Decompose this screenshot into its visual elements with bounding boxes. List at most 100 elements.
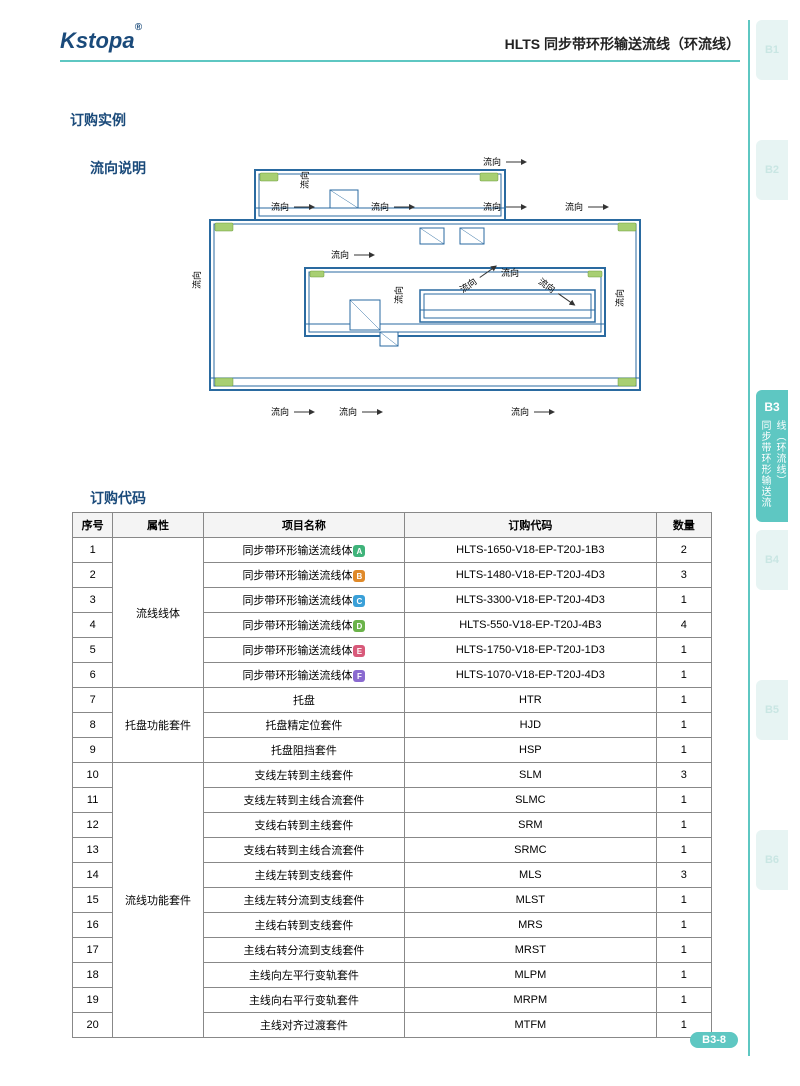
side-tab-text-1: 线（环流线）	[773, 420, 786, 508]
cell-qty: 1	[656, 988, 711, 1013]
cell-seq: 20	[73, 1013, 113, 1038]
svg-text:流向: 流向	[331, 249, 349, 260]
cell-code: HSP	[405, 738, 657, 763]
cell-seq: 2	[73, 563, 113, 588]
cell-seq: 16	[73, 913, 113, 938]
cell-qty: 1	[656, 888, 711, 913]
variant-badge: C	[353, 595, 365, 607]
cell-name: 主线左转到支线套件	[203, 863, 404, 888]
cell-name: 托盘精定位套件	[203, 713, 404, 738]
variant-badge: B	[353, 570, 365, 582]
cell-seq: 12	[73, 813, 113, 838]
cell-code: HLTS-1650-V18-EP-T20J-1B3	[405, 538, 657, 563]
section-main-title: 订购实例	[70, 110, 126, 130]
table-header-row: 序号 属性 项目名称 订购代码 数量	[73, 513, 712, 538]
table-body: 1流线线体同步带环形输送流线体AHLTS-1650-V18-EP-T20J-1B…	[73, 538, 712, 1038]
cell-name: 支线右转到主线合流套件	[203, 838, 404, 863]
variant-badge: E	[353, 645, 365, 657]
svg-text:流向: 流向	[271, 201, 289, 212]
th-name: 项目名称	[203, 513, 404, 538]
side-tab-faded: B1	[756, 20, 788, 80]
cell-seq: 10	[73, 763, 113, 788]
svg-text:流向: 流向	[536, 275, 557, 294]
cell-attr: 流线线体	[113, 538, 204, 688]
table-row: 1流线线体同步带环形输送流线体AHLTS-1650-V18-EP-T20J-1B…	[73, 538, 712, 563]
cell-name: 主线右转到支线套件	[203, 913, 404, 938]
cell-seq: 4	[73, 613, 113, 638]
cell-name: 同步带环形输送流线体B	[203, 563, 404, 588]
cell-code: MTFM	[405, 1013, 657, 1038]
cell-code: MLS	[405, 863, 657, 888]
cell-qty: 1	[656, 588, 711, 613]
side-tab-faded: B2	[756, 140, 788, 200]
cell-seq: 3	[73, 588, 113, 613]
cell-code: MRPM	[405, 988, 657, 1013]
product-title: HLTS 同步带环形输送流线（环流线）	[505, 34, 740, 54]
cell-seq: 19	[73, 988, 113, 1013]
cell-name: 主线左转分流到支线套件	[203, 888, 404, 913]
side-tab-faded: B5	[756, 680, 788, 740]
cell-seq: 18	[73, 963, 113, 988]
cell-seq: 9	[73, 738, 113, 763]
svg-text:流向: 流向	[271, 406, 289, 417]
cell-code: SRMC	[405, 838, 657, 863]
cell-seq: 6	[73, 663, 113, 688]
cell-name: 托盘阻挡套件	[203, 738, 404, 763]
logo-reg: ®	[135, 22, 142, 33]
page-header: Kstopa® HLTS 同步带环形输送流线（环流线）	[60, 28, 740, 62]
cell-name: 支线右转到主线套件	[203, 813, 404, 838]
svg-text:流向: 流向	[511, 406, 529, 417]
cell-qty: 1	[656, 788, 711, 813]
cell-seq: 8	[73, 713, 113, 738]
cell-qty: 1	[656, 963, 711, 988]
svg-text:流向: 流向	[299, 171, 310, 189]
table-row: 7托盘功能套件托盘HTR1	[73, 688, 712, 713]
cell-seq: 17	[73, 938, 113, 963]
cell-code: MRST	[405, 938, 657, 963]
side-tab-active: B3 同步带环形输送流 线（环流线）	[756, 390, 788, 522]
cell-qty: 1	[656, 638, 711, 663]
cell-qty: 1	[656, 713, 711, 738]
cell-code: MLPM	[405, 963, 657, 988]
flow-diagram: 流向流向流向流向流向流向流向流向流向流向流向流向流向流向流向流向	[120, 150, 680, 455]
variant-badge: F	[353, 670, 365, 682]
cell-qty: 3	[656, 763, 711, 788]
svg-text:流向: 流向	[501, 267, 519, 278]
svg-text:流向: 流向	[371, 201, 389, 212]
cell-name: 主线向左平行变轨套件	[203, 963, 404, 988]
cell-code: HLTS-1480-V18-EP-T20J-4D3	[405, 563, 657, 588]
svg-text:流向: 流向	[614, 289, 625, 307]
cell-code: HLTS-3300-V18-EP-T20J-4D3	[405, 588, 657, 613]
cell-qty: 3	[656, 563, 711, 588]
brand-logo: Kstopa®	[60, 28, 142, 54]
cell-code: HJD	[405, 713, 657, 738]
order-code-table: 序号 属性 项目名称 订购代码 数量 1流线线体同步带环形输送流线体AHLTS-…	[72, 512, 712, 1038]
cell-qty: 1	[656, 738, 711, 763]
svg-text:流向: 流向	[393, 286, 404, 304]
table-row: 10流线功能套件支线左转到主线套件SLM3	[73, 763, 712, 788]
svg-text:流向: 流向	[339, 406, 357, 417]
cell-code: HLTS-550-V18-EP-T20J-4B3	[405, 613, 657, 638]
cell-attr: 托盘功能套件	[113, 688, 204, 763]
cell-name: 同步带环形输送流线体F	[203, 663, 404, 688]
cell-code: MLST	[405, 888, 657, 913]
cell-qty: 1	[656, 663, 711, 688]
cell-qty: 1	[656, 913, 711, 938]
svg-text:流向: 流向	[483, 156, 501, 167]
cell-name: 同步带环形输送流线体D	[203, 613, 404, 638]
side-tab-faded: B4	[756, 530, 788, 590]
cell-qty: 1	[656, 938, 711, 963]
cell-code: HLTS-1070-V18-EP-T20J-4D3	[405, 663, 657, 688]
cell-qty: 1	[656, 838, 711, 863]
cell-seq: 11	[73, 788, 113, 813]
cell-seq: 1	[73, 538, 113, 563]
svg-text:流向: 流向	[483, 201, 501, 212]
cell-name: 同步带环形输送流线体C	[203, 588, 404, 613]
page-number: B3-8	[690, 1032, 738, 1048]
cell-seq: 13	[73, 838, 113, 863]
cell-code: SLM	[405, 763, 657, 788]
cell-seq: 15	[73, 888, 113, 913]
cell-name: 托盘	[203, 688, 404, 713]
cell-code: MRS	[405, 913, 657, 938]
side-tab-faded: B6	[756, 830, 788, 890]
